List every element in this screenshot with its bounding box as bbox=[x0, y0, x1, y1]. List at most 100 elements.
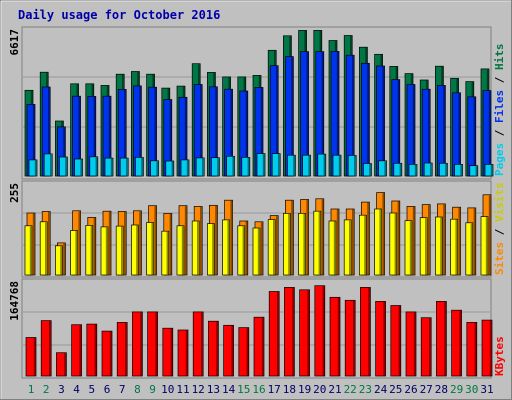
kbytes-bar bbox=[71, 324, 82, 377]
files-bar-shade bbox=[397, 80, 400, 176]
files-bar-shade bbox=[48, 87, 50, 176]
sites-bar bbox=[450, 218, 458, 276]
kbytes-bar-shade bbox=[413, 312, 416, 376]
files-bar-shade bbox=[200, 85, 202, 176]
kbytes-bar-shade bbox=[307, 290, 310, 376]
panel-2-legend-text: Sites / Visits bbox=[493, 182, 506, 275]
sites-bar bbox=[313, 210, 322, 276]
pages-bar-shade bbox=[217, 158, 219, 176]
pages-bar bbox=[195, 157, 205, 177]
kbytes-bar-shade bbox=[33, 338, 36, 376]
kbytes-bar bbox=[329, 296, 341, 377]
legend-visits: Visits bbox=[493, 182, 506, 222]
sites-bar bbox=[283, 213, 291, 276]
pages-bar bbox=[469, 165, 479, 177]
day-label: 29 bbox=[450, 383, 463, 396]
visits-bar-shade bbox=[230, 200, 233, 275]
kbytes-bar-shade bbox=[459, 310, 462, 376]
kbytes-bar bbox=[86, 323, 98, 377]
pages-bar bbox=[74, 158, 83, 177]
sites-bar-shade bbox=[242, 226, 245, 275]
kbytes-bar-shade bbox=[170, 328, 173, 376]
sites-bar-shade bbox=[60, 246, 62, 275]
kbytes-bar-shade bbox=[261, 317, 264, 376]
pages-bar bbox=[241, 157, 251, 177]
kbytes-bar-shade bbox=[368, 287, 370, 376]
sites-bar bbox=[161, 230, 170, 276]
visits-bar-shade bbox=[428, 205, 430, 275]
pages-bar-shade bbox=[34, 160, 37, 176]
files-bar-shade bbox=[306, 52, 309, 176]
visits-bar-shade bbox=[108, 211, 111, 275]
sites-bar bbox=[55, 245, 63, 276]
pages-bar bbox=[180, 159, 190, 177]
pages-bar-shade bbox=[262, 154, 265, 176]
day-label: 13 bbox=[207, 383, 220, 396]
sites-bar bbox=[100, 226, 109, 276]
kbytes-bar-shade bbox=[246, 328, 249, 376]
kbytes-bar-shade bbox=[489, 320, 492, 376]
pages-bar-shade bbox=[110, 158, 113, 176]
pages-bar-shade bbox=[171, 161, 174, 176]
files-bar-shade bbox=[473, 97, 476, 176]
pages-bar bbox=[484, 164, 494, 177]
files-bar-shade bbox=[230, 89, 233, 176]
visits-bar-shade bbox=[321, 199, 324, 275]
sites-bar-shade bbox=[394, 213, 397, 275]
files-bar-shade bbox=[93, 96, 96, 176]
panel-3-max-label: 164768 bbox=[8, 281, 21, 321]
sites-bar-shade bbox=[105, 227, 108, 275]
day-label: 11 bbox=[176, 383, 189, 396]
pages-bar bbox=[256, 153, 266, 177]
day-label: 30 bbox=[465, 383, 478, 396]
files-bar-shade bbox=[63, 127, 65, 176]
files-bar-shade bbox=[169, 100, 172, 176]
files-bar-shade bbox=[260, 87, 263, 176]
pages-bar bbox=[393, 162, 403, 177]
kbytes-bar bbox=[299, 289, 310, 377]
pages-bar bbox=[378, 160, 387, 177]
kbytes-bar bbox=[268, 291, 280, 377]
sites-bar-shade bbox=[181, 226, 184, 275]
kbytes-bar-shade bbox=[398, 306, 401, 376]
panel-1-bars bbox=[24, 30, 494, 177]
sites-bar-shade bbox=[197, 221, 199, 275]
visits-bar-shade bbox=[139, 211, 141, 275]
kbytes-bar-shade bbox=[383, 301, 386, 376]
files-bar-shade bbox=[336, 51, 339, 176]
day-label: 6 bbox=[104, 383, 111, 396]
day-label: 27 bbox=[420, 383, 433, 396]
sites-bar bbox=[146, 222, 154, 276]
kbytes-bar bbox=[405, 311, 417, 377]
files-bar-shade bbox=[245, 91, 248, 176]
files-bar-shade bbox=[78, 96, 81, 176]
files-bar-shade bbox=[139, 86, 141, 176]
pages-bar-shade bbox=[384, 161, 387, 176]
pages-bar bbox=[119, 157, 129, 177]
panel-2-bars bbox=[24, 192, 492, 276]
pages-bar-shade bbox=[80, 159, 83, 176]
visits-bar-shade bbox=[169, 213, 172, 275]
visits-bar-shade bbox=[367, 202, 369, 275]
sites-bar-shade bbox=[151, 223, 154, 275]
kbytes-bar-shade bbox=[94, 324, 97, 376]
day-label: 19 bbox=[298, 383, 311, 396]
kbytes-bar bbox=[177, 329, 189, 377]
sites-bar bbox=[480, 216, 489, 276]
files-bar-shade bbox=[443, 85, 445, 176]
files-bar-shade bbox=[488, 91, 491, 176]
pages-bar bbox=[347, 155, 357, 177]
pages-bar-shade bbox=[414, 164, 417, 176]
visits-bar-shade bbox=[382, 193, 385, 275]
kbytes-bar bbox=[40, 320, 52, 377]
legend-kbytes: KBytes bbox=[493, 336, 506, 376]
pages-bar bbox=[28, 159, 38, 177]
visits-bar-shade bbox=[260, 222, 263, 275]
visits-bar-shade bbox=[488, 195, 491, 275]
sites-bar bbox=[176, 225, 185, 276]
sites-bar-shade bbox=[379, 209, 382, 275]
visits-bar-shade bbox=[306, 200, 309, 275]
pages-bar bbox=[211, 157, 220, 177]
day-label: 4 bbox=[73, 383, 80, 396]
pages-bar bbox=[302, 154, 311, 177]
